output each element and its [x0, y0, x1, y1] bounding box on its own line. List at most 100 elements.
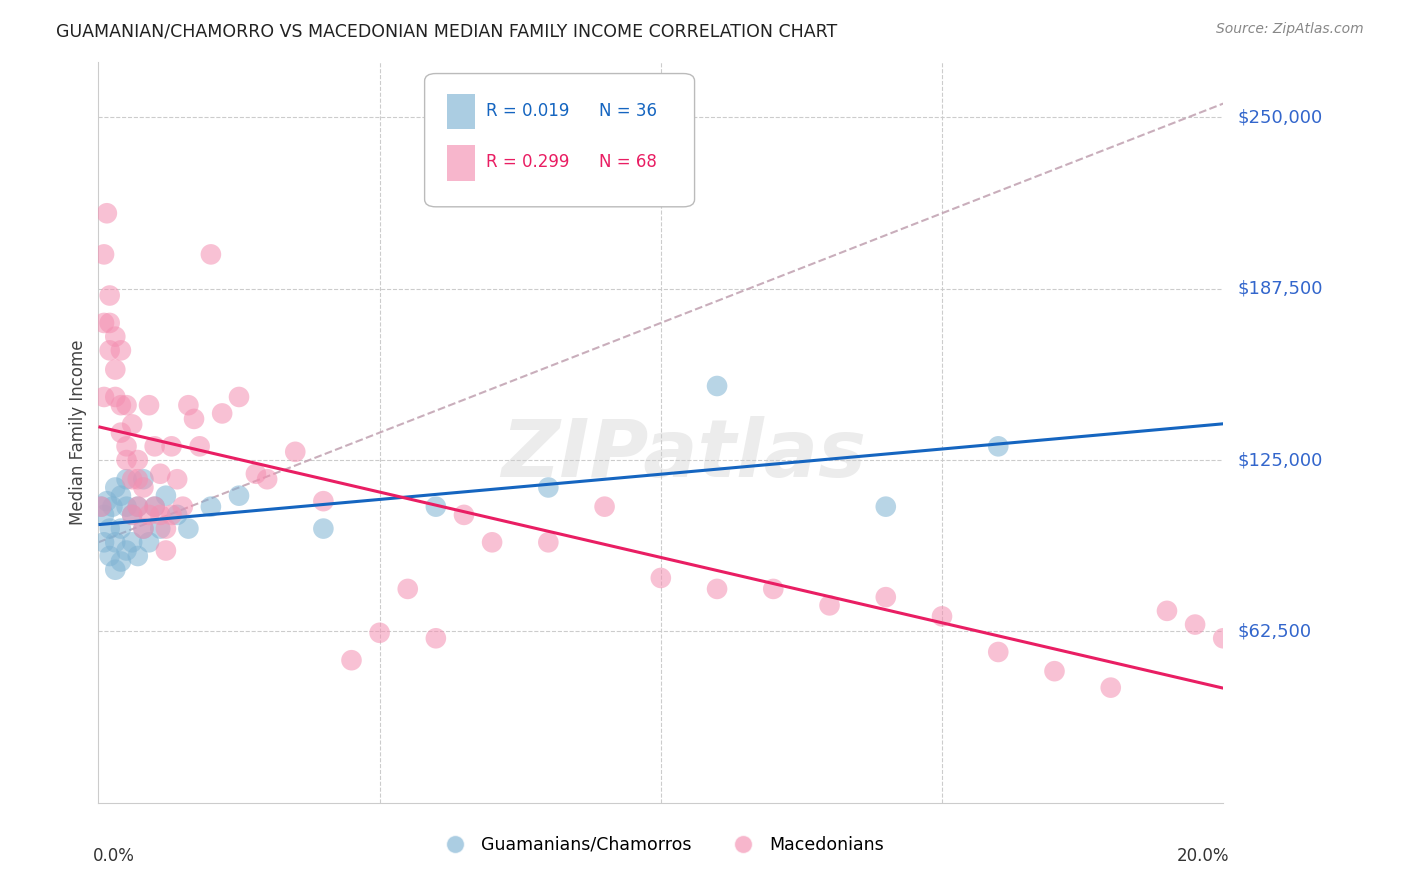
Point: [104, 329, 127, 343]
Point: [143, 500, 166, 514]
Point: [537, 535, 560, 549]
Point: [396, 582, 419, 596]
Point: [121, 417, 143, 432]
Text: N = 68: N = 68: [599, 153, 657, 171]
Point: [143, 439, 166, 453]
Point: [200, 247, 222, 261]
Point: [1184, 617, 1206, 632]
Point: [228, 390, 250, 404]
Text: $187,500: $187,500: [1237, 280, 1323, 298]
FancyBboxPatch shape: [425, 73, 695, 207]
Point: [160, 439, 183, 453]
Point: [228, 489, 250, 503]
Point: [1099, 681, 1122, 695]
Point: [110, 343, 132, 358]
Point: [110, 554, 132, 568]
Point: [818, 599, 841, 613]
Point: [340, 653, 363, 667]
Point: [98, 549, 121, 563]
Point: [166, 508, 188, 522]
Point: [481, 535, 503, 549]
Point: [132, 522, 155, 536]
Point: [987, 439, 1010, 453]
Point: [987, 645, 1010, 659]
Y-axis label: Median Family Income: Median Family Income: [69, 340, 87, 525]
Point: [200, 500, 222, 514]
Point: [149, 522, 172, 536]
Point: [138, 398, 160, 412]
Point: [110, 398, 132, 412]
Point: [93, 508, 115, 522]
Point: [149, 508, 172, 522]
Point: [1043, 664, 1066, 678]
Text: R = 0.299: R = 0.299: [486, 153, 569, 171]
Point: [706, 379, 728, 393]
Point: [90, 500, 112, 514]
Point: [160, 508, 183, 522]
FancyBboxPatch shape: [447, 94, 475, 129]
Point: [177, 522, 200, 536]
Point: [127, 500, 149, 514]
Point: [90, 500, 112, 514]
Point: [115, 472, 138, 486]
Text: GUAMANIAN/CHAMORRO VS MACEDONIAN MEDIAN FAMILY INCOME CORRELATION CHART: GUAMANIAN/CHAMORRO VS MACEDONIAN MEDIAN …: [56, 22, 838, 40]
Point: [121, 508, 143, 522]
Point: [149, 467, 172, 481]
Point: [1212, 632, 1234, 646]
Point: [312, 494, 335, 508]
Point: [127, 472, 149, 486]
Text: 20.0%: 20.0%: [1177, 847, 1229, 865]
Point: [121, 535, 143, 549]
Point: [121, 508, 143, 522]
Point: [96, 206, 118, 220]
Point: [1156, 604, 1178, 618]
Point: [245, 467, 267, 481]
Point: [172, 500, 194, 514]
Point: [650, 571, 672, 585]
Point: [98, 522, 121, 536]
Point: [706, 582, 728, 596]
Point: [110, 489, 132, 503]
Point: [537, 480, 560, 494]
Point: [155, 489, 177, 503]
Text: $125,000: $125,000: [1237, 451, 1323, 469]
Point: [875, 590, 897, 604]
Point: [127, 500, 149, 514]
Text: R = 0.019: R = 0.019: [486, 102, 569, 120]
Point: [93, 535, 115, 549]
Point: [762, 582, 785, 596]
Point: [93, 247, 115, 261]
Text: Source: ZipAtlas.com: Source: ZipAtlas.com: [1216, 22, 1364, 37]
Point: [115, 453, 138, 467]
Point: [121, 472, 143, 486]
Point: [312, 522, 335, 536]
Point: [284, 445, 307, 459]
Point: [115, 439, 138, 453]
Text: $62,500: $62,500: [1237, 623, 1312, 640]
Point: [211, 406, 233, 420]
Point: [166, 472, 188, 486]
Point: [93, 390, 115, 404]
Point: [101, 500, 124, 514]
Point: [104, 362, 127, 376]
Point: [453, 508, 475, 522]
Text: N = 36: N = 36: [599, 102, 657, 120]
Point: [115, 398, 138, 412]
Point: [256, 472, 278, 486]
Text: $250,000: $250,000: [1237, 108, 1323, 127]
Point: [110, 425, 132, 440]
Point: [593, 500, 616, 514]
Point: [138, 535, 160, 549]
Point: [98, 316, 121, 330]
Point: [138, 508, 160, 522]
Point: [115, 543, 138, 558]
Legend: Guamanians/Chamorros, Macedonians: Guamanians/Chamorros, Macedonians: [430, 829, 891, 861]
Point: [132, 480, 155, 494]
Point: [931, 609, 953, 624]
Point: [98, 288, 121, 302]
Text: 0.0%: 0.0%: [93, 847, 135, 865]
FancyBboxPatch shape: [447, 145, 475, 181]
Point: [425, 500, 447, 514]
Point: [104, 535, 127, 549]
Point: [98, 343, 121, 358]
